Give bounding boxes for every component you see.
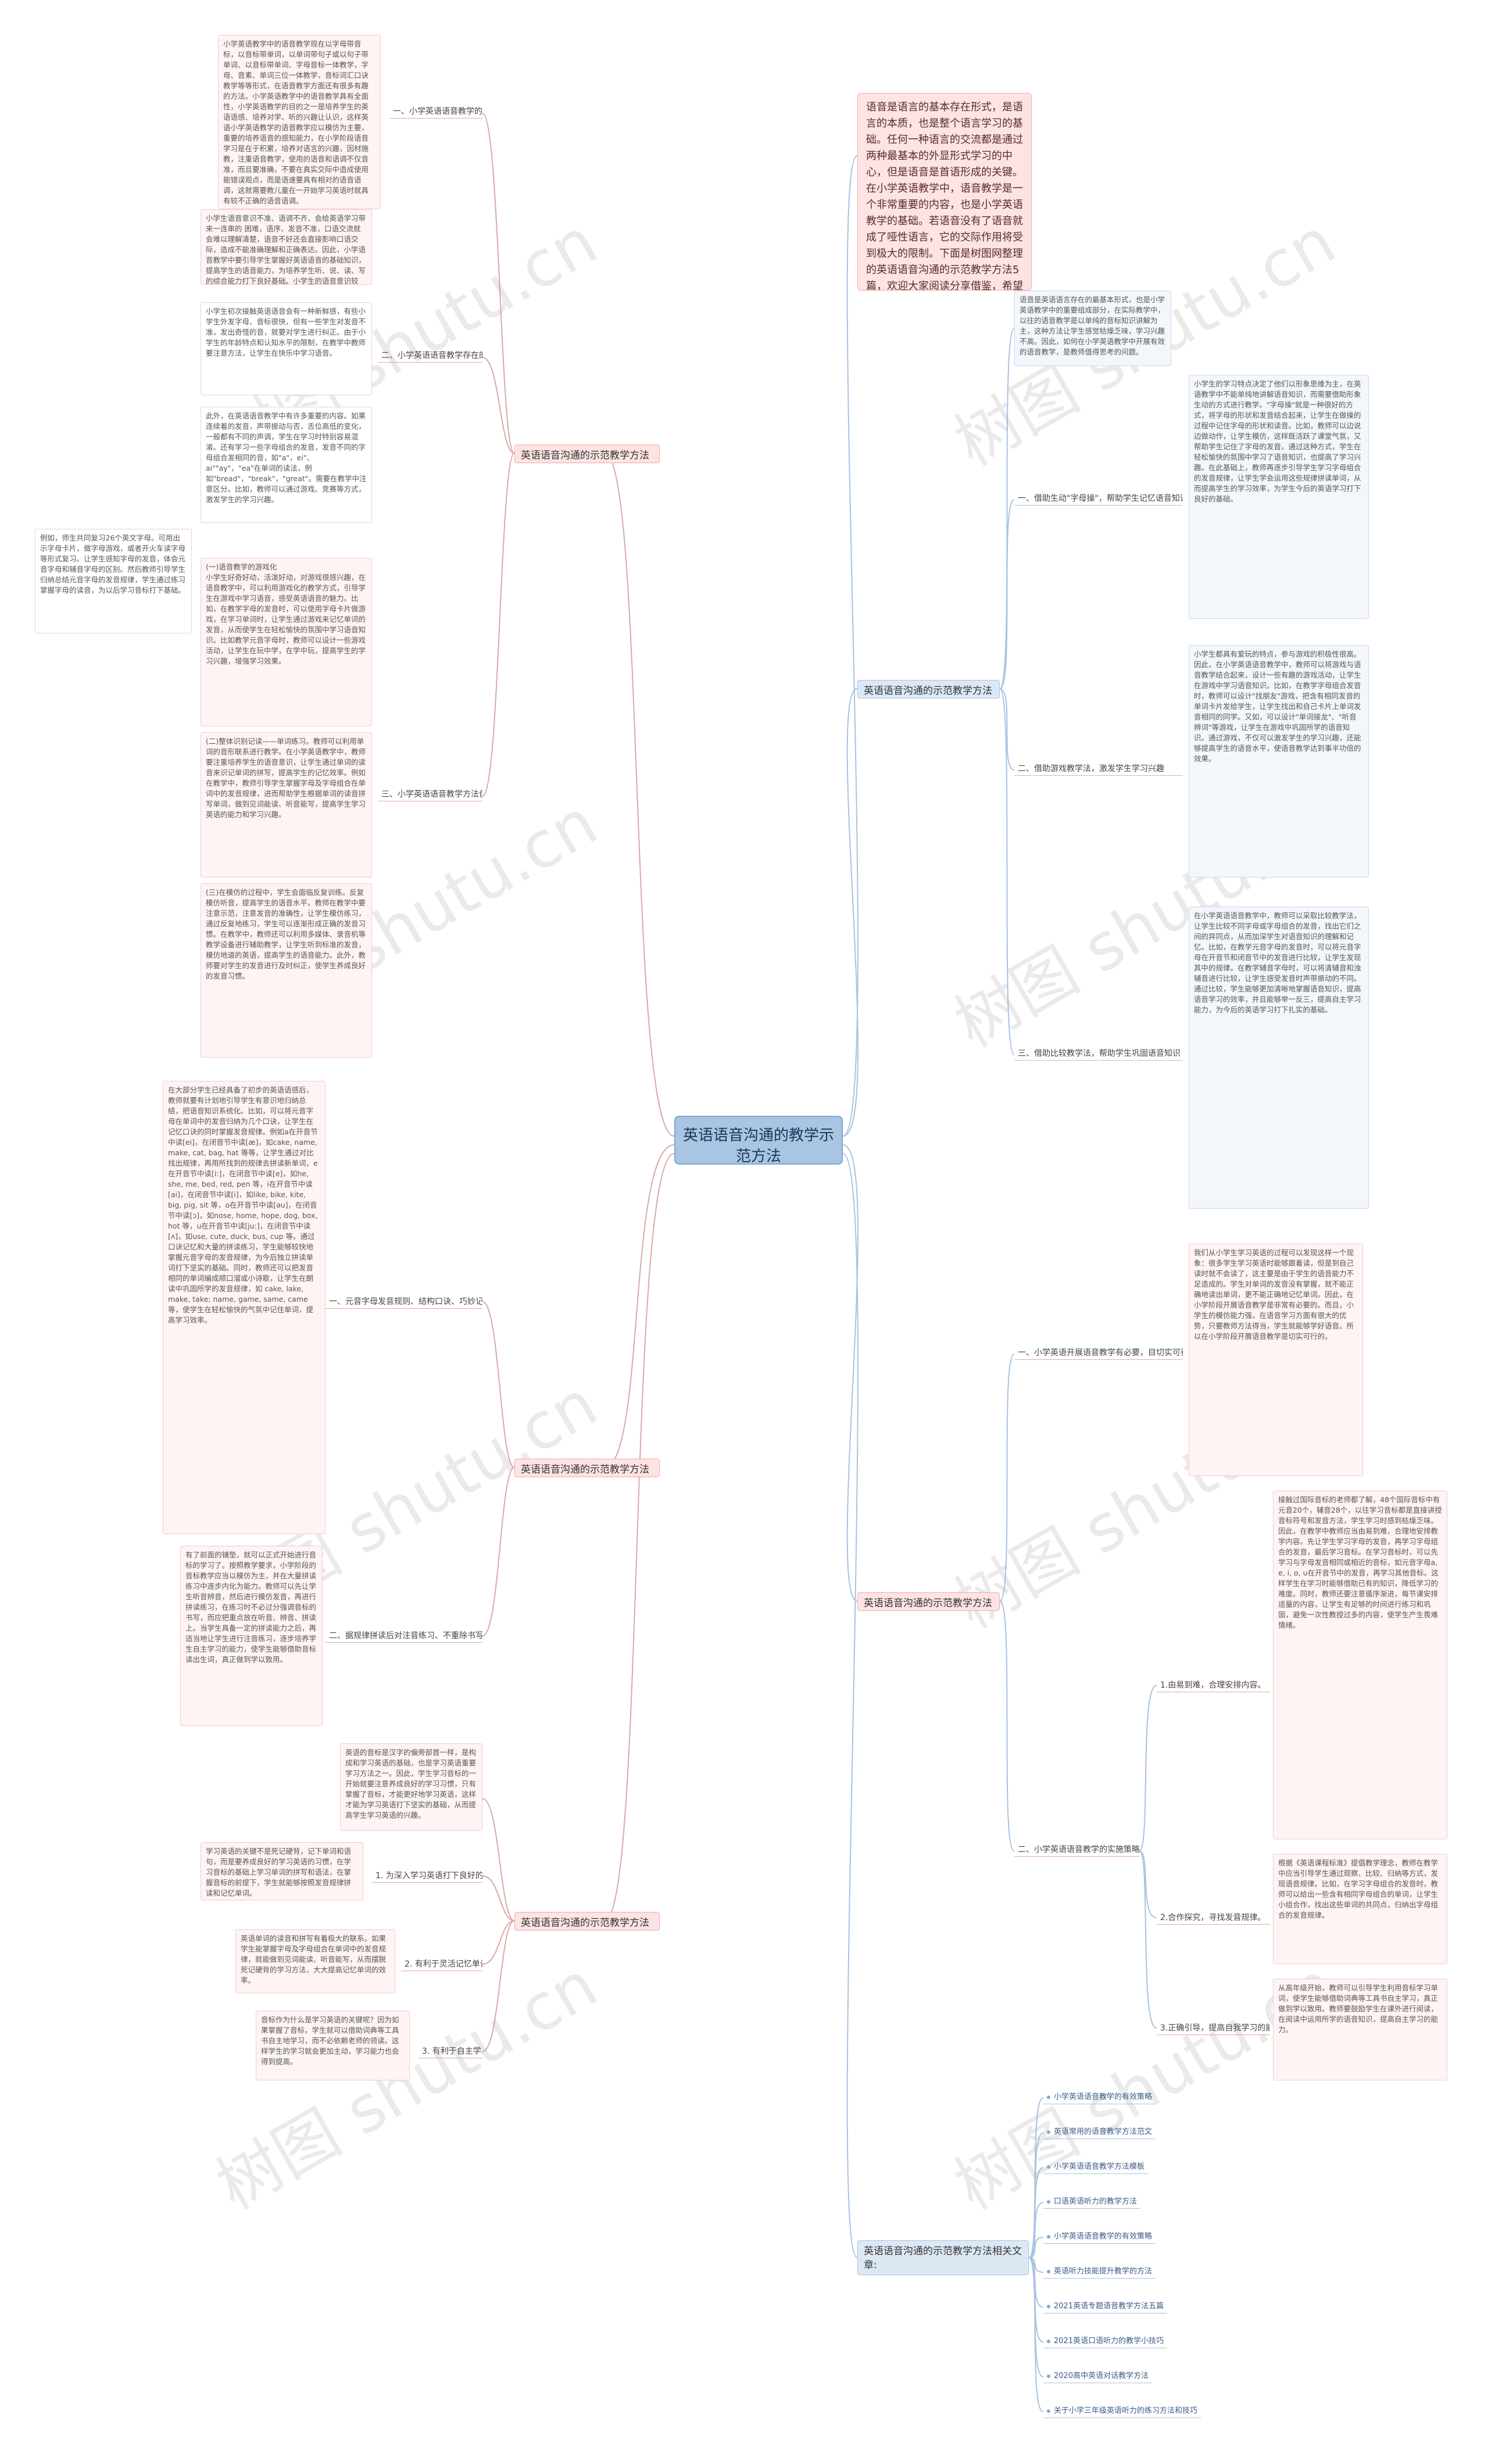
related-article-link[interactable]: 英语常用的语音教学方法范文 xyxy=(1043,2126,1156,2139)
leaf-note: 英语单词的读音和拼写有着极大的联系。如果学生能掌握字母及字母组合在单词中的发音规… xyxy=(235,1929,395,1993)
leaf-note: 小学生都具有爱玩的特点，参与游戏的积极性很高。因此，在小学英语语音教学中，教师可… xyxy=(1189,645,1369,878)
subtopic-label[interactable]: 三、小学英语语音教学方法创新 xyxy=(378,787,482,801)
leaf-note: (二)整体识别记读——单词练习。教师可以利用单词的音形联系进行教学。在小学英语教… xyxy=(201,732,372,878)
leaf-note: 英语的音标是汉字的偏旁部首一样，是构成和学习英语的基础，也是学习英语重要学习方法… xyxy=(340,1743,482,1831)
subtopic-label[interactable]: 一、小学英语语音教学的内容 xyxy=(389,105,482,119)
leaf-note: 在小学英语语音教学中，教师可以采取比较教学法，让学生比较不同字母或字母组合的发音… xyxy=(1189,907,1369,1209)
subtopic-label[interactable]: 一、小学英语开展语音教学有必要，目切实可行 xyxy=(1014,1346,1183,1360)
leaf-note: 我们从小学生学习英语的过程可以发现这样一个现象：很多学生学习英语时能够跟着读，但… xyxy=(1189,1244,1363,1476)
topic-method-3[interactable]: 英语语音沟通的示范教学方法3 xyxy=(514,1459,660,1477)
bullet-icon xyxy=(1047,2234,1050,2239)
subtopic-label[interactable]: 一、元音字母发音规则、结构口诀、巧妙记忆 xyxy=(326,1295,482,1309)
intro-note: 语音是语言的基本存在形式，是语言的本质，也是整个语言学习的基础。任何一种语言的交… xyxy=(857,93,1032,291)
related-article-link[interactable]: 小学英语语音教学的有效策略 xyxy=(1043,2230,1156,2244)
bullet-icon xyxy=(1047,2130,1050,2134)
leaf-note: 小学生初次接触英语语音会有一种新鲜感，有些小学生外发字母、音标很快，但有一些学生… xyxy=(201,302,372,395)
subtopic-label[interactable]: 一、借助生动"字母操"，帮助学生记忆语音知识 xyxy=(1014,492,1183,506)
related-article-link[interactable]: 口语英语听力的教学方法 xyxy=(1043,2196,1141,2209)
topic-method-5[interactable]: 英语语音沟通的示范教学方法5 xyxy=(514,1912,660,1931)
subtopic-label[interactable]: 2. 有利于灵活记忆单词 xyxy=(401,1957,482,1971)
leaf-note: 从高年级开始，教师可以引导学生利用音标学习单词，使学生能够借助词典等工具书自主学… xyxy=(1273,1979,1447,2080)
leaf-note: 语音是英语语言存在的最基本形式，也是小学英语教学中的重要组成部分，在实际教学中，… xyxy=(1014,291,1171,366)
leaf-note: 小学英语教学中的语音教学现在以字母带音标，以音标带单词，以单词带句子或以句子带单… xyxy=(218,35,381,209)
related-article-link[interactable]: 英语听力技能提升教学的方法 xyxy=(1043,2265,1156,2279)
related-article-link[interactable]: 2021英语口语听力的教学小技巧 xyxy=(1043,2335,1168,2348)
subtopic-label[interactable]: 二、小学英语语音教学存在的问题 xyxy=(378,349,482,363)
subtopic-label[interactable]: 二、小学英语语音教学的实施策略 xyxy=(1014,1843,1139,1857)
topic-method-4[interactable]: 英语语音沟通的示范教学方法4 xyxy=(857,1592,1000,1611)
topic-method-1[interactable]: 英语语音沟通的示范教学方法1 xyxy=(514,445,660,463)
leaf-note: (三)在模仿的过程中，学生会面临反复训练。反复模仿听音，提高学生的语音水平。教师… xyxy=(201,883,372,1058)
leaf-note: 接触过国际音标的老师都了解，48个国际音标中有元音20个，辅音28个，以往学习音… xyxy=(1273,1491,1447,1839)
related-article-link[interactable]: 小学英语语音教学方法模板 xyxy=(1043,2161,1149,2174)
leaf-note: 小学生语音意识不准、语调不齐、会给英语学习带来一连串的 困难，语序、发音不准，口… xyxy=(201,209,372,285)
related-article-link[interactable]: 小学英语语音教学的有效策略 xyxy=(1043,2091,1156,2104)
strategy-label[interactable]: 3.正确引导，提高自我学习的能力。 xyxy=(1157,2021,1270,2035)
bullet-icon xyxy=(1047,2304,1050,2308)
subtopic-label[interactable]: 1. 为深入学习英语打下良好的基础 xyxy=(372,1869,482,1883)
bullet-icon xyxy=(1047,2200,1050,2204)
topic-method-2[interactable]: 英语语音沟通的示范教学方法2 xyxy=(857,680,1000,699)
leaf-note: 小学生的学习特点决定了他们以形象思维为主，在英语教学中不能单纯地讲解语音知识，而… xyxy=(1189,375,1369,619)
leaf-note: 此外，在英语语音教学中有许多重要的内容。如果连续着的发音，声带振动与否，舌位高低… xyxy=(201,407,372,523)
leaf-note: 根据《英语课程标准》提倡教学理念，教师在教学中应当引导学生通过观察、比较、归纳等… xyxy=(1273,1854,1447,1964)
subtopic-label[interactable]: 二、借助游戏教学法，激发学生学习兴趣 xyxy=(1014,762,1183,776)
subtopic-label[interactable]: 二、据规律拼读后对注音练习、不重除书写 xyxy=(326,1629,482,1643)
bullet-icon xyxy=(1047,2339,1050,2343)
leaf-note: 学习英语的关键不是死记硬背，记下单词和语句，而是要养成良好的学习英语的习惯，在学… xyxy=(201,1842,363,1900)
related-article-link[interactable]: 关于小学三年级英语听力的练习方法和技巧 xyxy=(1043,2405,1201,2418)
subtopic-label[interactable]: 三、借助比较教学法，帮助学生巩固语音知识 xyxy=(1014,1047,1183,1061)
bullet-icon xyxy=(1047,2269,1050,2273)
leaf-note: (一)语音教学的游戏化 小学生好奇好动，活泼好动，对游戏很感兴趣，在语音教学中，… xyxy=(201,558,372,726)
bullet-icon xyxy=(1047,2409,1050,2413)
bullet-icon xyxy=(1047,2165,1050,2169)
central-topic[interactable]: 英语语音沟通的教学示范方法 xyxy=(674,1116,843,1165)
related-article-link[interactable]: 2021英语专题语音教学方法五篇 xyxy=(1043,2300,1168,2313)
bullet-icon xyxy=(1047,2374,1050,2378)
bullet-icon xyxy=(1047,2095,1050,2099)
side-note: 例如，师生共同复习26个英文字母。可用出示字母卡片，做字母游戏，或者开火车读字母… xyxy=(35,529,192,633)
strategy-label[interactable]: 2.合作探究，寻找发音规律。 xyxy=(1157,1911,1270,1925)
subtopic-label[interactable]: 3. 有利于自主学习 xyxy=(419,2044,482,2058)
leaf-note: 音标作为什么是学习英语的关键呢？因为如果掌握了音标，学生就可以借助词典等工具书自… xyxy=(256,2011,410,2080)
leaf-note: 在大部分学生已经具备了初步的英语语感后，教师就要有计划地引导学生有意识地归纳总结… xyxy=(163,1081,326,1534)
strategy-label[interactable]: 1.由易到难，合理安排内容。 xyxy=(1157,1678,1270,1692)
leaf-note: 有了前面的铺垫，就可以正式开始进行音标的学习了。按照教学要求，小学阶段的音标教学… xyxy=(180,1546,323,1726)
related-article-link[interactable]: 2020高中英语对话教学方法 xyxy=(1043,2370,1153,2383)
related-articles-title[interactable]: 英语语音沟通的示范教学方法相关文章: xyxy=(857,2240,1029,2275)
